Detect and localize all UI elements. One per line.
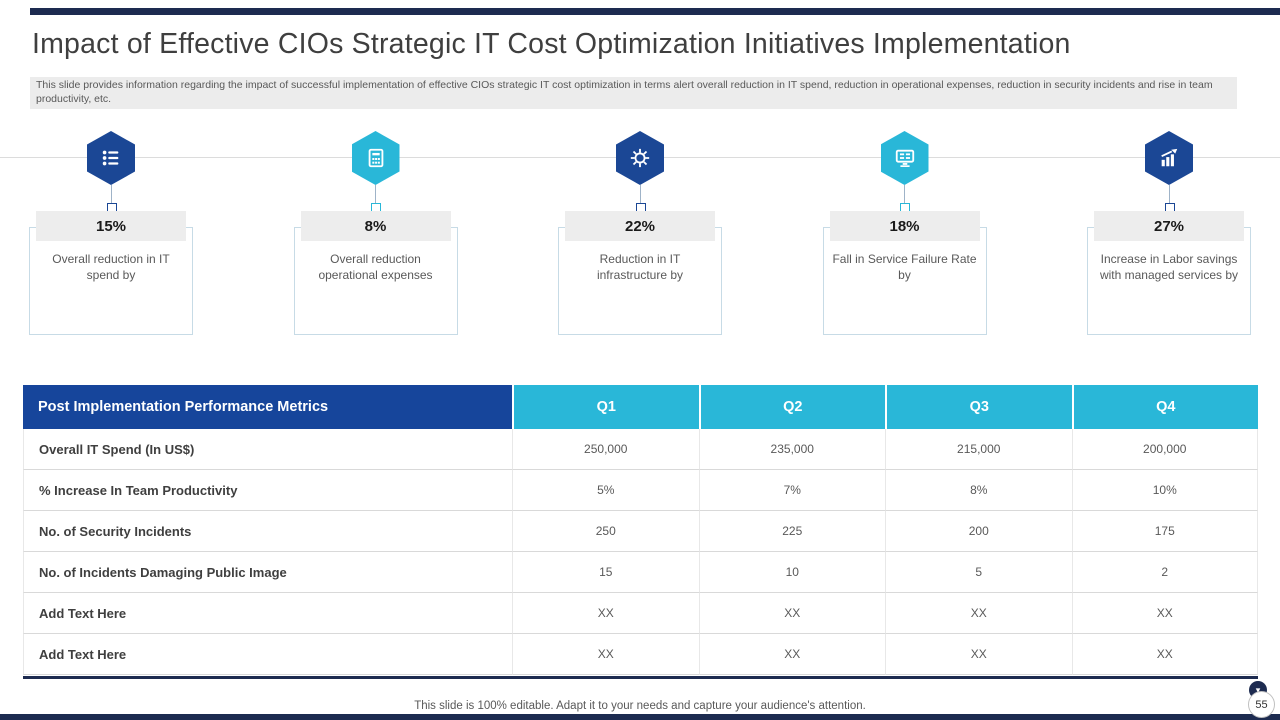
table-row: No. of Incidents Damaging Public Image 1… [23, 552, 1258, 593]
value-cell: 250 [512, 511, 699, 552]
stat-label: Increase in Labor savings with managed s… [1099, 252, 1239, 282]
value-cell: 200,000 [1071, 429, 1258, 470]
value-cell: 175 [1071, 511, 1258, 552]
value-cell: XX [512, 593, 699, 634]
table-header-q3: Q3 [885, 385, 1072, 429]
stat-hexagon [87, 131, 135, 185]
connector-line [900, 185, 910, 213]
table-row: Add Text Here XX XX XX XX [23, 593, 1258, 634]
value-cell: XX [512, 634, 699, 675]
stat-card-labor-savings: 27% Increase in Labor savings with manag… [1086, 131, 1252, 335]
value-cell: 8% [885, 470, 1072, 511]
value-cell: 5 [885, 552, 1072, 593]
slide-subtitle: This slide provides information regardin… [30, 77, 1237, 109]
stat-hexagon [1145, 131, 1193, 185]
value-cell: 250,000 [512, 429, 699, 470]
value-cell: XX [698, 593, 885, 634]
stat-card-it-infrastructure: 22% Reduction in IT infrastructure by [557, 131, 723, 335]
stat-card: 18% Fall in Service Failure Rate by [822, 211, 987, 335]
connector-line [371, 185, 381, 213]
table-header-q4: Q4 [1071, 385, 1258, 429]
value-cell: XX [1071, 593, 1258, 634]
value-cell: 10% [1071, 470, 1258, 511]
metric-cell: No. of Incidents Damaging Public Image [23, 552, 512, 593]
stat-card: 15% Overall reduction in IT spend by [29, 211, 193, 335]
value-cell: XX [1071, 634, 1258, 675]
value-cell: 15 [512, 552, 699, 593]
connector-line [635, 185, 646, 213]
value-cell: 215,000 [885, 429, 1072, 470]
value-cell: 10 [698, 552, 885, 593]
stat-card: 8% Overall reduction operational expense… [293, 211, 458, 335]
metric-cell: Add Text Here [23, 593, 512, 634]
table-header-row: Post Implementation Performance Metrics … [23, 385, 1258, 429]
value-cell: 235,000 [698, 429, 885, 470]
value-cell: 2 [1071, 552, 1258, 593]
table-header-q2: Q2 [698, 385, 885, 429]
stat-label: Overall reduction operational expenses [318, 252, 433, 282]
table-row: % Increase In Team Productivity 5% 7% 8%… [23, 470, 1258, 511]
value-cell: 225 [698, 511, 885, 552]
stats-row: 15% Overall reduction in IT spend by 8% … [28, 131, 1252, 335]
stat-card: 22% Reduction in IT infrastructure by [558, 211, 722, 335]
stat-hexagon [616, 131, 664, 185]
value-cell: XX [885, 634, 1072, 675]
stat-card-it-spend: 15% Overall reduction in IT spend by [28, 131, 194, 335]
stat-label: Reduction in IT infrastructure by [596, 252, 684, 282]
table-row: Overall IT Spend (In US$) 250,000 235,00… [23, 429, 1258, 470]
page-number-badge: 55 [1248, 691, 1275, 718]
stat-card: 27% Increase in Labor savings with manag… [1087, 211, 1251, 335]
table-row: No. of Security Incidents 250 225 200 17… [23, 511, 1258, 552]
list-icon [100, 147, 122, 169]
metric-cell: % Increase In Team Productivity [23, 470, 512, 511]
footer-note: This slide is 100% editable. Adapt it to… [414, 700, 866, 712]
gear-icon [629, 147, 651, 169]
metric-cell: No. of Security Incidents [23, 511, 512, 552]
value-cell: 5% [512, 470, 699, 511]
stat-label: Fall in Service Failure Rate by [832, 252, 977, 282]
stat-hexagon [351, 131, 400, 185]
top-accent-bar [30, 8, 1280, 15]
stat-hexagon [880, 131, 929, 185]
connector-line [1164, 185, 1175, 213]
table-header-q1: Q1 [512, 385, 699, 429]
value-cell: XX [698, 634, 885, 675]
value-cell: 7% [698, 470, 885, 511]
stat-label: Overall reduction in IT spend by [52, 252, 170, 282]
stat-card-service-failure: 18% Fall in Service Failure Rate by [822, 131, 988, 335]
metric-cell: Overall IT Spend (In US$) [23, 429, 512, 470]
stat-value: 15% [36, 211, 186, 241]
stat-value: 27% [1094, 211, 1244, 241]
value-cell: 200 [885, 511, 1072, 552]
growth-chart-icon [1158, 147, 1180, 169]
metric-cell: Add Text Here [23, 634, 512, 675]
bottom-accent-bar [0, 714, 1280, 720]
stat-value: 22% [565, 211, 715, 241]
connector-line [106, 185, 117, 213]
value-cell: XX [885, 593, 1072, 634]
metrics-table: Post Implementation Performance Metrics … [23, 385, 1258, 675]
table-row: Add Text Here XX XX XX XX [23, 634, 1258, 675]
calculator-document-icon [365, 147, 387, 169]
table-bottom-accent [23, 676, 1258, 679]
stat-card-operational-expenses: 8% Overall reduction operational expense… [293, 131, 459, 335]
table-header-metric: Post Implementation Performance Metrics [23, 385, 512, 429]
stat-value: 18% [829, 211, 980, 241]
stat-value: 8% [300, 211, 451, 241]
slide-title: Impact of Effective CIOs Strategic IT Co… [32, 28, 1071, 60]
monitor-icon [894, 147, 916, 169]
